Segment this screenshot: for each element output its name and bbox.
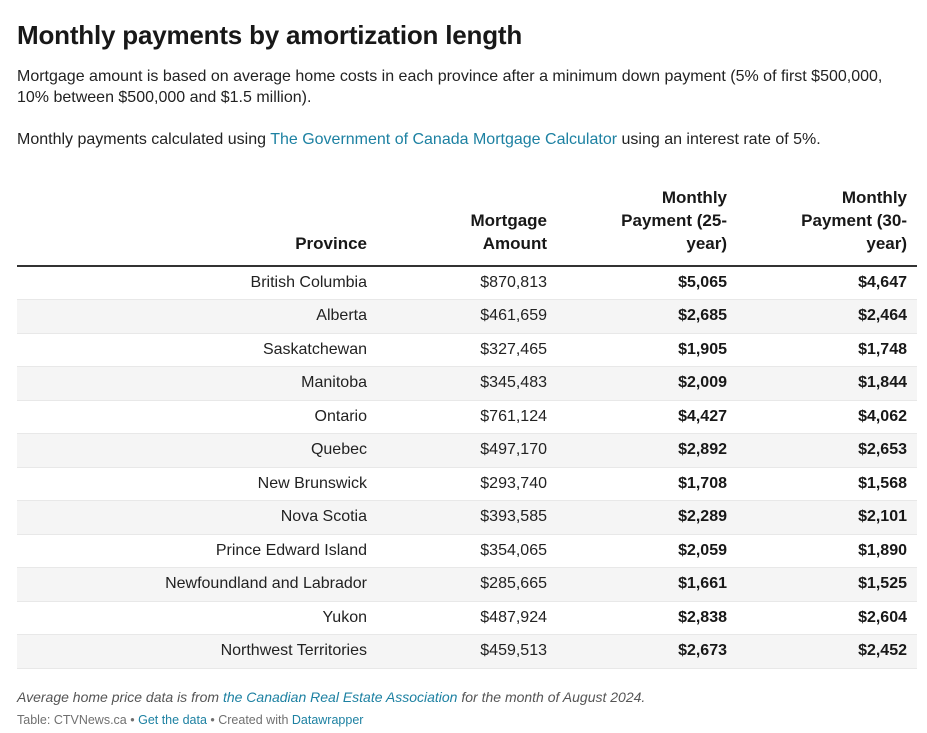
payment-25-year-cell: $1,661: [557, 567, 737, 602]
payment-30-year-cell: $1,890: [737, 534, 917, 568]
payment-30-year-cell: $1,568: [737, 467, 917, 501]
column-header-line: year): [686, 234, 727, 253]
column-header-line: Monthly: [661, 188, 727, 207]
mortgage-amount-cell: $393,585: [377, 500, 557, 535]
notes-suffix: for the month of August 2024.: [457, 689, 646, 705]
mortgage-amount-cell: $293,740: [377, 467, 557, 501]
payment-30-year-cell: $2,653: [737, 433, 917, 468]
province-cell: Saskatchewan: [17, 333, 377, 367]
mortgage-amount-cell: $487,924: [377, 601, 557, 635]
table-row: Newfoundland and Labrador $285,665 $1,661 $…: [17, 567, 917, 602]
payment-30-year-cell: $2,604: [737, 601, 917, 635]
payment-25-year-cell: $4,427: [557, 400, 737, 434]
province-cell: Alberta: [17, 299, 377, 334]
payment-25-year-cell: $1,905: [557, 333, 737, 367]
table-row: Northwest Territories $459,513 $2,673 $2,45…: [17, 634, 917, 669]
table-row: Nova Scotia $393,585 $2,289 $2,101: [17, 500, 917, 535]
payment-30-year-cell: $2,452: [737, 634, 917, 669]
column-header-line: Province: [295, 234, 367, 253]
payment-25-year-cell: $2,673: [557, 634, 737, 669]
table-row: Quebec $497,170 $2,892 $2,653: [17, 433, 917, 468]
calculation-note: Monthly payments calculated using The Go…: [17, 129, 907, 150]
column-header-line: Mortgage: [470, 211, 548, 230]
source-note: Average home price data is from the Cana…: [17, 689, 645, 705]
table-header-row: Province Mortgage Amount Monthly Payment (…: [17, 180, 917, 267]
table-body: British Columbia $870,813 $5,065 $4,647 Albe…: [17, 266, 917, 669]
table-row: Alberta $461,659 $2,685 $2,464: [17, 299, 917, 334]
notes-prefix: Average home price data is from: [17, 689, 223, 705]
mortgage-amount-cell: $459,513: [377, 634, 557, 669]
chart-title: Monthly payments by amortization length: [17, 20, 523, 50]
mortgage-amount-cell: $870,813: [377, 266, 557, 300]
province-cell: British Columbia: [17, 266, 377, 300]
payment-25-year-cell: $2,009: [557, 366, 737, 401]
data-table: Province Mortgage Amount Monthly Payment (…: [17, 180, 917, 669]
mortgage-amount-cell: $285,665: [377, 567, 557, 602]
mortgage-amount-cell: $345,483: [377, 366, 557, 401]
table-row: New Brunswick $293,740 $1,708 $1,568: [17, 467, 917, 501]
column-header-line: Monthly: [841, 188, 907, 207]
footer: Table: CTVNews.ca • Get the data • Creat…: [17, 713, 363, 727]
payment-30-year-cell: $2,464: [737, 299, 917, 334]
payment-25-year-cell: $5,065: [557, 266, 737, 300]
table-row: Saskatchewan $327,465 $1,905 $1,748: [17, 333, 917, 367]
province-cell: Prince Edward Island: [17, 534, 377, 568]
mortgage-calculator-link[interactable]: The Government of Canada Mortgage Calcul…: [270, 131, 618, 148]
column-header-line: Payment (30-: [801, 211, 907, 230]
mortgage-amount-cell: $761,124: [377, 400, 557, 434]
payment-30-year-cell: $1,525: [737, 567, 917, 602]
calc-prefix: Monthly payments calculated using: [17, 131, 271, 148]
province-cell: Nova Scotia: [17, 500, 377, 535]
table-row: Manitoba $345,483 $2,009 $1,844: [17, 366, 917, 401]
mortgage-amount-cell: $461,659: [377, 299, 557, 334]
payment-25-year-cell: $2,685: [557, 299, 737, 334]
column-header-line: year): [866, 234, 907, 253]
chart-description: Mortgage amount is based on average home…: [17, 68, 883, 106]
table-row: Ontario $761,124 $4,427 $4,062: [17, 400, 917, 434]
payment-30-year-cell: $2,101: [737, 500, 917, 535]
footer-source: Table: CTVNews.ca: [17, 713, 127, 727]
payment-30-year-cell: $4,647: [737, 266, 917, 300]
table-row: Prince Edward Island $354,065 $2,059 $1,890: [17, 534, 917, 568]
footer-separator: •: [126, 713, 139, 727]
province-cell: Newfoundland and Labrador: [17, 567, 377, 602]
province-cell: Northwest Territories: [17, 634, 377, 669]
payment-30-year-cell: $4,062: [737, 400, 917, 434]
payment-30-year-cell: $1,844: [737, 366, 917, 401]
payment-30-year-cell: $1,748: [737, 333, 917, 367]
province-cell: Ontario: [17, 400, 377, 434]
table-row: British Columbia $870,813 $5,065 $4,647: [17, 266, 917, 300]
column-header-mortgage-amount[interactable]: Mortgage Amount: [377, 180, 557, 267]
payment-25-year-cell: $2,059: [557, 534, 737, 568]
mortgage-amount-cell: $354,065: [377, 534, 557, 568]
payment-25-year-cell: $2,892: [557, 433, 737, 468]
column-header-payment-30-year[interactable]: Monthly Payment (30- year): [737, 180, 917, 267]
column-header-line: Payment (25-: [621, 211, 727, 230]
table-row: Yukon $487,924 $2,838 $2,604: [17, 601, 917, 635]
payment-25-year-cell: $1,708: [557, 467, 737, 501]
footer-created-with: • Created with: [206, 713, 292, 727]
province-cell: Yukon: [17, 601, 377, 635]
column-header-line: Amount: [482, 234, 547, 253]
payment-25-year-cell: $2,289: [557, 500, 737, 535]
province-cell: Quebec: [17, 433, 377, 468]
get-the-data-link[interactable]: Get the data: [138, 713, 207, 727]
payment-25-year-cell: $2,838: [557, 601, 737, 635]
column-header-payment-25-year[interactable]: Monthly Payment (25- year): [557, 180, 737, 267]
province-cell: New Brunswick: [17, 467, 377, 501]
mortgage-amount-cell: $327,465: [377, 333, 557, 367]
datawrapper-link[interactable]: Datawrapper: [291, 713, 364, 727]
province-cell: Manitoba: [17, 366, 377, 401]
calc-suffix: using an interest rate of 5%.: [617, 131, 821, 148]
crea-link[interactable]: the Canadian Real Estate Association: [222, 689, 458, 705]
column-header-province[interactable]: Province: [17, 180, 377, 267]
mortgage-amount-cell: $497,170: [377, 433, 557, 468]
